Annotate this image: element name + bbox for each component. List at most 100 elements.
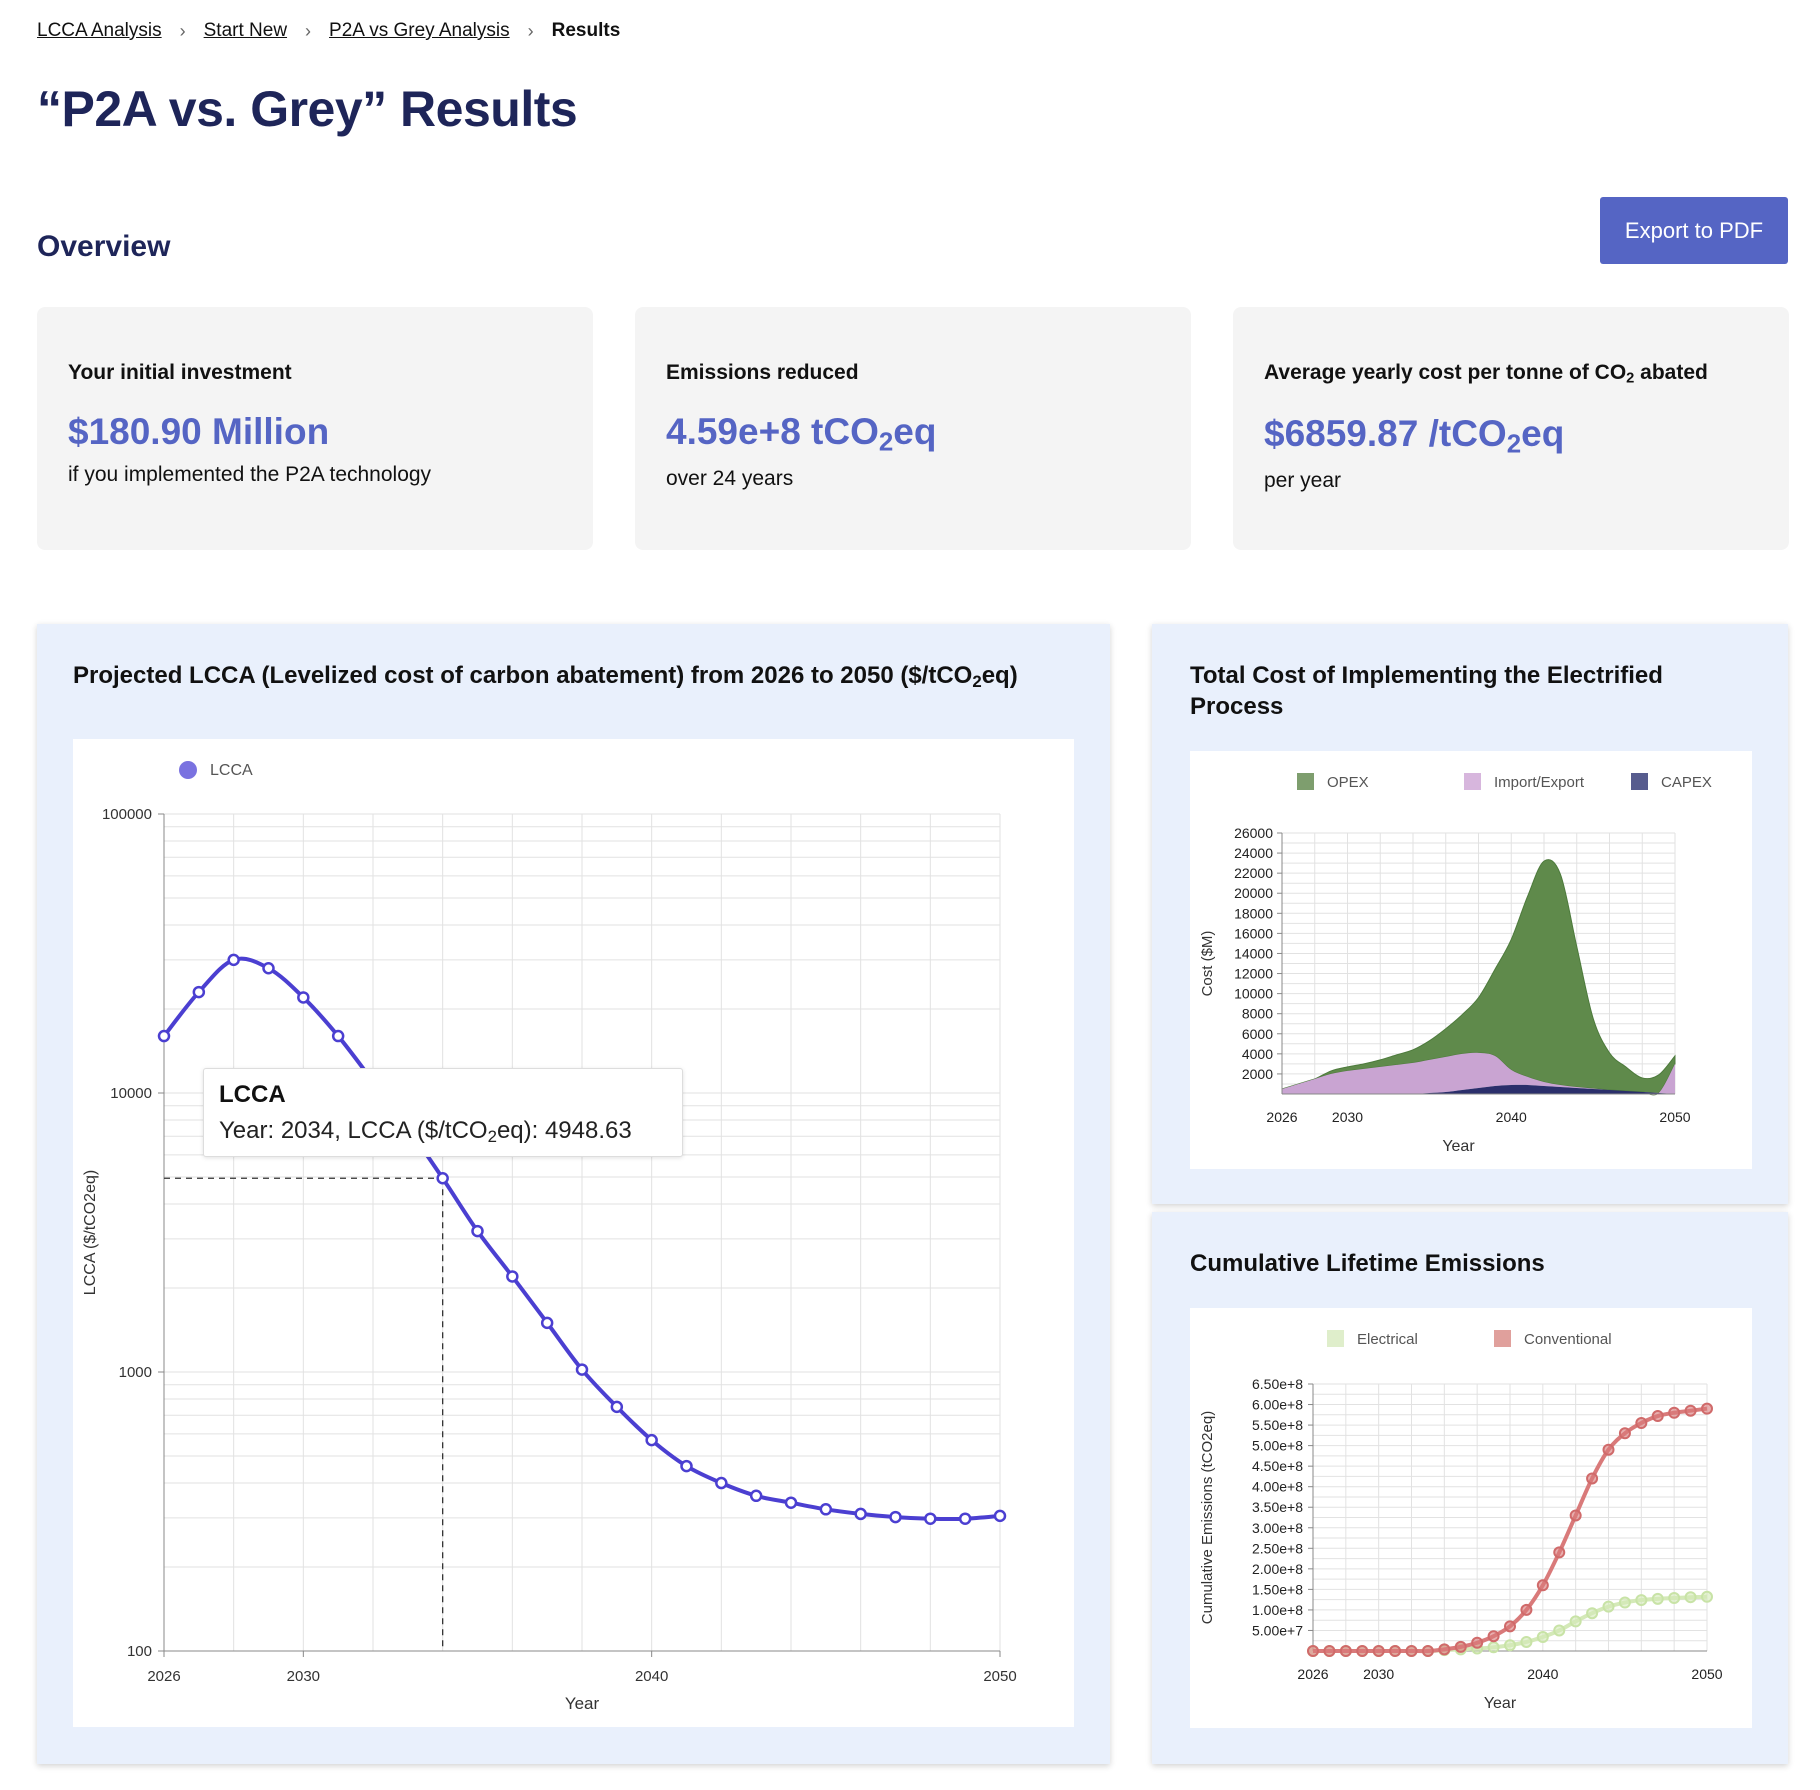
legend-swatch: [1297, 773, 1314, 790]
breadcrumb-link-start-new[interactable]: Start New: [203, 20, 288, 41]
y-tick-label: 20000: [1234, 885, 1273, 901]
total-cost-panel-title: Total Cost of Implementing the Electrifi…: [1190, 662, 1663, 720]
area-capex: [1282, 1084, 1675, 1095]
electrical-point: [1668, 1592, 1681, 1605]
conventional-point: [1553, 1546, 1566, 1559]
card-label: Emissions reduced: [666, 361, 859, 384]
conventional-point: [1471, 1636, 1484, 1649]
y-tick-label: 12000: [1234, 966, 1273, 982]
y-tick-label: 4.00e+8: [1252, 1479, 1303, 1495]
lcca-point: [784, 1496, 798, 1509]
x-tick-label: 2050: [1659, 1109, 1690, 1125]
legend-label: Conventional: [1524, 1331, 1612, 1348]
conventional-point: [1684, 1404, 1697, 1417]
conventional-point: [1307, 1645, 1319, 1657]
y-tick-label: 22000: [1234, 865, 1273, 881]
x-tick-label: 2030: [1363, 1666, 1394, 1682]
electrical-point: [1701, 1590, 1713, 1603]
card-label: Average yearly cost per tonne of CO2 aba…: [1264, 361, 1708, 387]
y-tick-label: 18000: [1234, 905, 1273, 921]
card-value: $180.90 Million: [68, 411, 330, 452]
conventional-point: [1651, 1410, 1664, 1423]
electrical-point: [1569, 1615, 1582, 1628]
card-value: $6859.87 /tCO2eq: [1264, 412, 1565, 459]
chevron-right-icon: ›: [305, 20, 312, 41]
y-tick-label: 8000: [1242, 1006, 1273, 1022]
conventional-point: [1602, 1443, 1615, 1456]
card-subtext: per year: [1264, 469, 1342, 493]
lcca-chart-svg: 100 1000 10000 100000 2026 2030 2040 2050 Year LC…: [82, 761, 1017, 1713]
y-tick-label: 26000: [1234, 825, 1273, 841]
lcca-point: [227, 953, 240, 967]
x-tick-label: 2030: [287, 1668, 320, 1685]
card-subtext: over 24 years: [666, 467, 794, 491]
electrical-point: [1684, 1591, 1697, 1604]
electrical-point: [1553, 1624, 1566, 1637]
electrical-point: [1618, 1596, 1631, 1609]
x-axis-label: Year: [1484, 1695, 1517, 1712]
x-tick-label: 2030: [1332, 1109, 1363, 1125]
breadcrumb-link-analysis[interactable]: P2A vs Grey Analysis: [329, 20, 510, 41]
lcca-point: [889, 1510, 902, 1524]
y-tick-label: 5.00e+7: [1252, 1622, 1303, 1638]
card-value: 4.59e+8 tCO2eq: [666, 411, 937, 457]
y-axis-label: LCCA ($/tCO2eq): [82, 1170, 99, 1295]
x-tick-label: 2026: [147, 1668, 180, 1685]
card-subtext: if you implemented the P2A technology: [68, 463, 432, 486]
conventional-point: [1668, 1406, 1681, 1419]
emissions-chart: 5.00e+7 1.00e+8 1.50e+8 2.00e+8 2.50e+8 3.00e…: [1190, 1308, 1752, 1728]
conventional-point: [1405, 1645, 1418, 1657]
breadcrumb-current: Results: [551, 20, 621, 41]
area-import-export: [1282, 1052, 1675, 1095]
conventional-point: [1356, 1645, 1369, 1657]
chevron-right-icon: ›: [527, 20, 534, 41]
lcca-point: [262, 961, 275, 975]
avg-cost-card: Average yearly cost per tonne of CO2 aba…: [1233, 307, 1789, 550]
y-axis-label: Cost ($M): [1199, 931, 1216, 997]
y-tick-label: 6.00e+8: [1252, 1397, 1303, 1413]
lcca-point: [993, 1509, 1007, 1523]
y-tick-label: 6000: [1242, 1026, 1273, 1042]
legend-swatch: [1494, 1330, 1511, 1347]
conventional-point: [1504, 1620, 1516, 1633]
breadcrumb-link-lcca-analysis[interactable]: LCCA Analysis: [37, 20, 162, 41]
legend-label: LCCA: [210, 762, 253, 779]
conventional-point: [1323, 1645, 1336, 1657]
y-tick-label: 10000: [1234, 986, 1273, 1002]
export-pdf-button[interactable]: Export to PDF: [1600, 197, 1788, 264]
conventional-point: [1454, 1640, 1467, 1653]
x-tick-label: 2040: [635, 1668, 668, 1685]
y-tick-label: 6.50e+8: [1252, 1376, 1303, 1392]
x-axis-label: Year: [1442, 1138, 1475, 1155]
lcca-point: [645, 1433, 658, 1447]
y-tick-label: 24000: [1234, 845, 1273, 861]
conventional-point: [1635, 1417, 1648, 1430]
x-tick-label: 2040: [1496, 1109, 1527, 1125]
lcca-point: [610, 1400, 624, 1414]
electrical-point: [1586, 1607, 1599, 1620]
lcca-panel-title: Projected LCCA (Levelized cost of carbon…: [73, 662, 1018, 692]
total-cost-chart-svg: 2000 4000 6000 8000 10000 12000 14000 16000 1800…: [1199, 773, 1712, 1155]
lcca-point: [924, 1512, 937, 1525]
card-label: Your initial investment: [68, 361, 292, 384]
y-tick-label: 5.50e+8: [1252, 1417, 1303, 1433]
lcca-point: [471, 1224, 484, 1238]
x-axis-label: Year: [565, 1694, 600, 1713]
conventional-point: [1438, 1643, 1451, 1656]
lcca-chart: 100 1000 10000 100000 2026 2030 2040 2050 Year LC…: [73, 739, 1074, 1727]
y-tick-label: 10000: [110, 1085, 152, 1102]
chevron-right-icon: ›: [179, 20, 186, 41]
initial-investment-card: Your initial investment $180.90 Million …: [37, 307, 593, 550]
page-title: “P2A vs. Grey” Results: [37, 81, 578, 137]
y-tick-label: 2.00e+8: [1252, 1561, 1303, 1577]
y-tick-label: 4000: [1242, 1046, 1273, 1062]
lcca-point: [819, 1503, 833, 1516]
legend-swatch: [1631, 773, 1648, 790]
tooltip-title: LCCA: [219, 1081, 286, 1108]
legend-label: Electrical: [1357, 1331, 1418, 1348]
lcca-point: [157, 1029, 171, 1043]
electrical-point: [1635, 1594, 1648, 1607]
lcca-point: [297, 991, 310, 1004]
legend-swatch: [1464, 773, 1481, 790]
y-tick-label: 2.50e+8: [1252, 1540, 1303, 1556]
